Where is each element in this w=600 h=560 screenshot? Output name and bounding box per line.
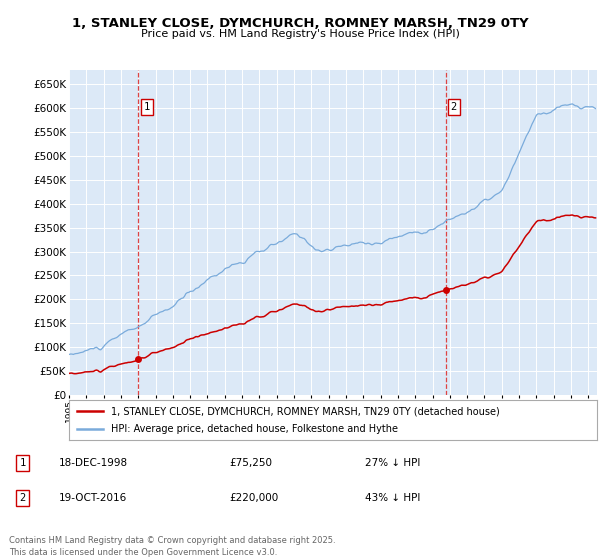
- Text: 2: 2: [451, 102, 457, 113]
- Text: 27% ↓ HPI: 27% ↓ HPI: [365, 458, 420, 468]
- Text: 18-DEC-1998: 18-DEC-1998: [59, 458, 128, 468]
- Text: Contains HM Land Registry data © Crown copyright and database right 2025.
This d: Contains HM Land Registry data © Crown c…: [9, 536, 335, 557]
- Text: £220,000: £220,000: [229, 493, 278, 502]
- Text: HPI: Average price, detached house, Folkestone and Hythe: HPI: Average price, detached house, Folk…: [111, 423, 398, 433]
- Text: 1, STANLEY CLOSE, DYMCHURCH, ROMNEY MARSH, TN29 0TY (detached house): 1, STANLEY CLOSE, DYMCHURCH, ROMNEY MARS…: [111, 407, 500, 417]
- Text: 19-OCT-2016: 19-OCT-2016: [59, 493, 127, 502]
- Text: Price paid vs. HM Land Registry's House Price Index (HPI): Price paid vs. HM Land Registry's House …: [140, 29, 460, 39]
- Text: 1: 1: [19, 458, 26, 468]
- Text: £75,250: £75,250: [229, 458, 272, 468]
- Text: 2: 2: [19, 493, 26, 502]
- Text: 1, STANLEY CLOSE, DYMCHURCH, ROMNEY MARSH, TN29 0TY: 1, STANLEY CLOSE, DYMCHURCH, ROMNEY MARS…: [71, 17, 529, 30]
- Text: 1: 1: [143, 102, 149, 113]
- Text: 43% ↓ HPI: 43% ↓ HPI: [365, 493, 420, 502]
